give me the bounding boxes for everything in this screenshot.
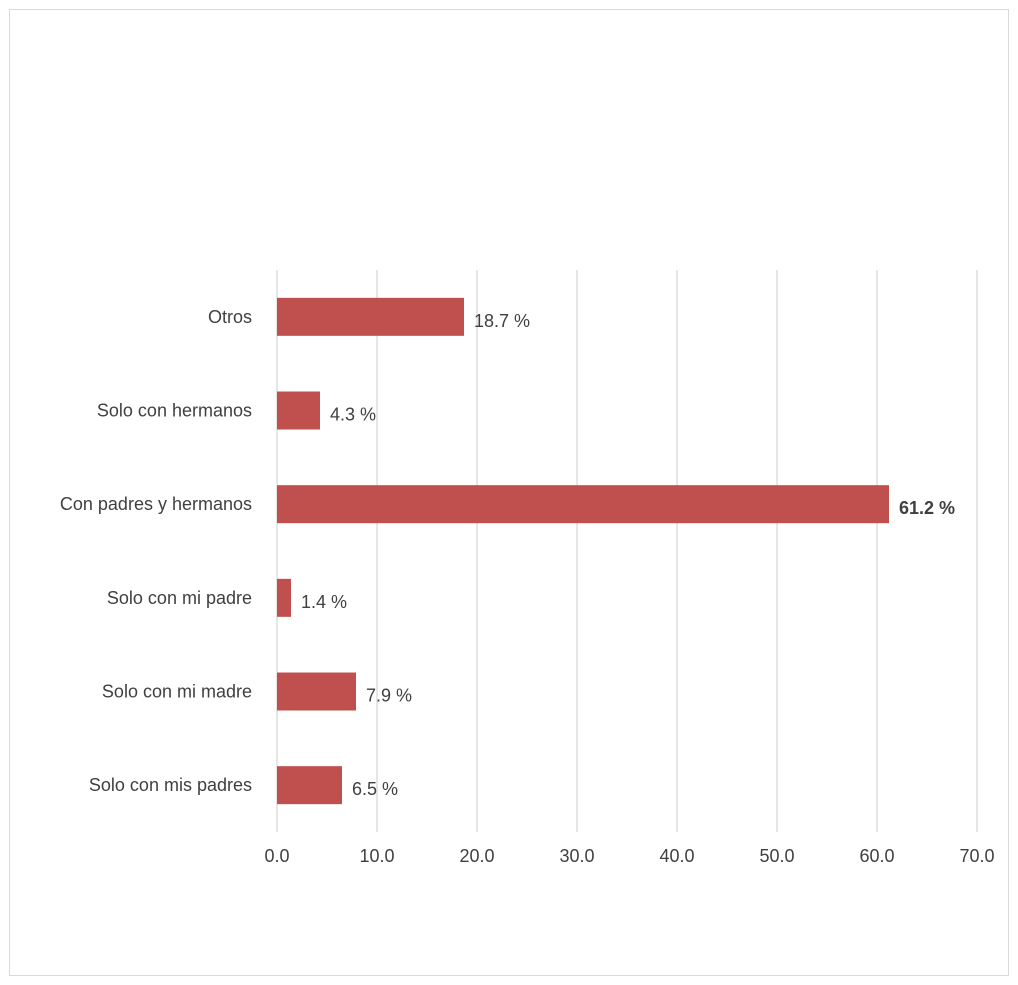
x-tick-label: 40.0 — [659, 846, 694, 866]
data-label: 4.3 % — [330, 405, 376, 425]
bar — [277, 391, 320, 430]
labels: 0.0 10.0 20.0 30.0 40.0 50.0 60.0 70.0 Otros 18.7… — [60, 307, 995, 866]
bar — [277, 578, 291, 617]
bars — [277, 297, 889, 805]
x-tick-label: 10.0 — [359, 846, 394, 866]
data-label: 18.7 % — [474, 311, 530, 331]
x-tick-label: 60.0 — [859, 846, 894, 866]
data-label: 61.2 % — [899, 498, 955, 518]
data-label: 7.9 % — [366, 686, 412, 706]
category-label: Solo con mis padres — [89, 775, 252, 795]
bar — [277, 672, 356, 711]
x-tick-label: 70.0 — [959, 846, 994, 866]
x-tick-label: 50.0 — [759, 846, 794, 866]
x-tick-label: 30.0 — [559, 846, 594, 866]
gridlines — [276, 270, 978, 832]
bar — [277, 297, 464, 336]
bar — [277, 766, 342, 805]
bar — [277, 485, 889, 524]
category-label: Solo con mi padre — [107, 588, 252, 608]
x-tick-label: 0.0 — [264, 846, 289, 866]
x-tick-label: 20.0 — [459, 846, 494, 866]
category-label: Solo con hermanos — [97, 401, 252, 421]
data-label: 1.4 % — [301, 592, 347, 612]
category-label: Solo con mi madre — [102, 682, 252, 702]
category-label: Otros — [208, 307, 252, 327]
data-label: 6.5 % — [352, 779, 398, 799]
category-label: Con padres y hermanos — [60, 494, 252, 514]
